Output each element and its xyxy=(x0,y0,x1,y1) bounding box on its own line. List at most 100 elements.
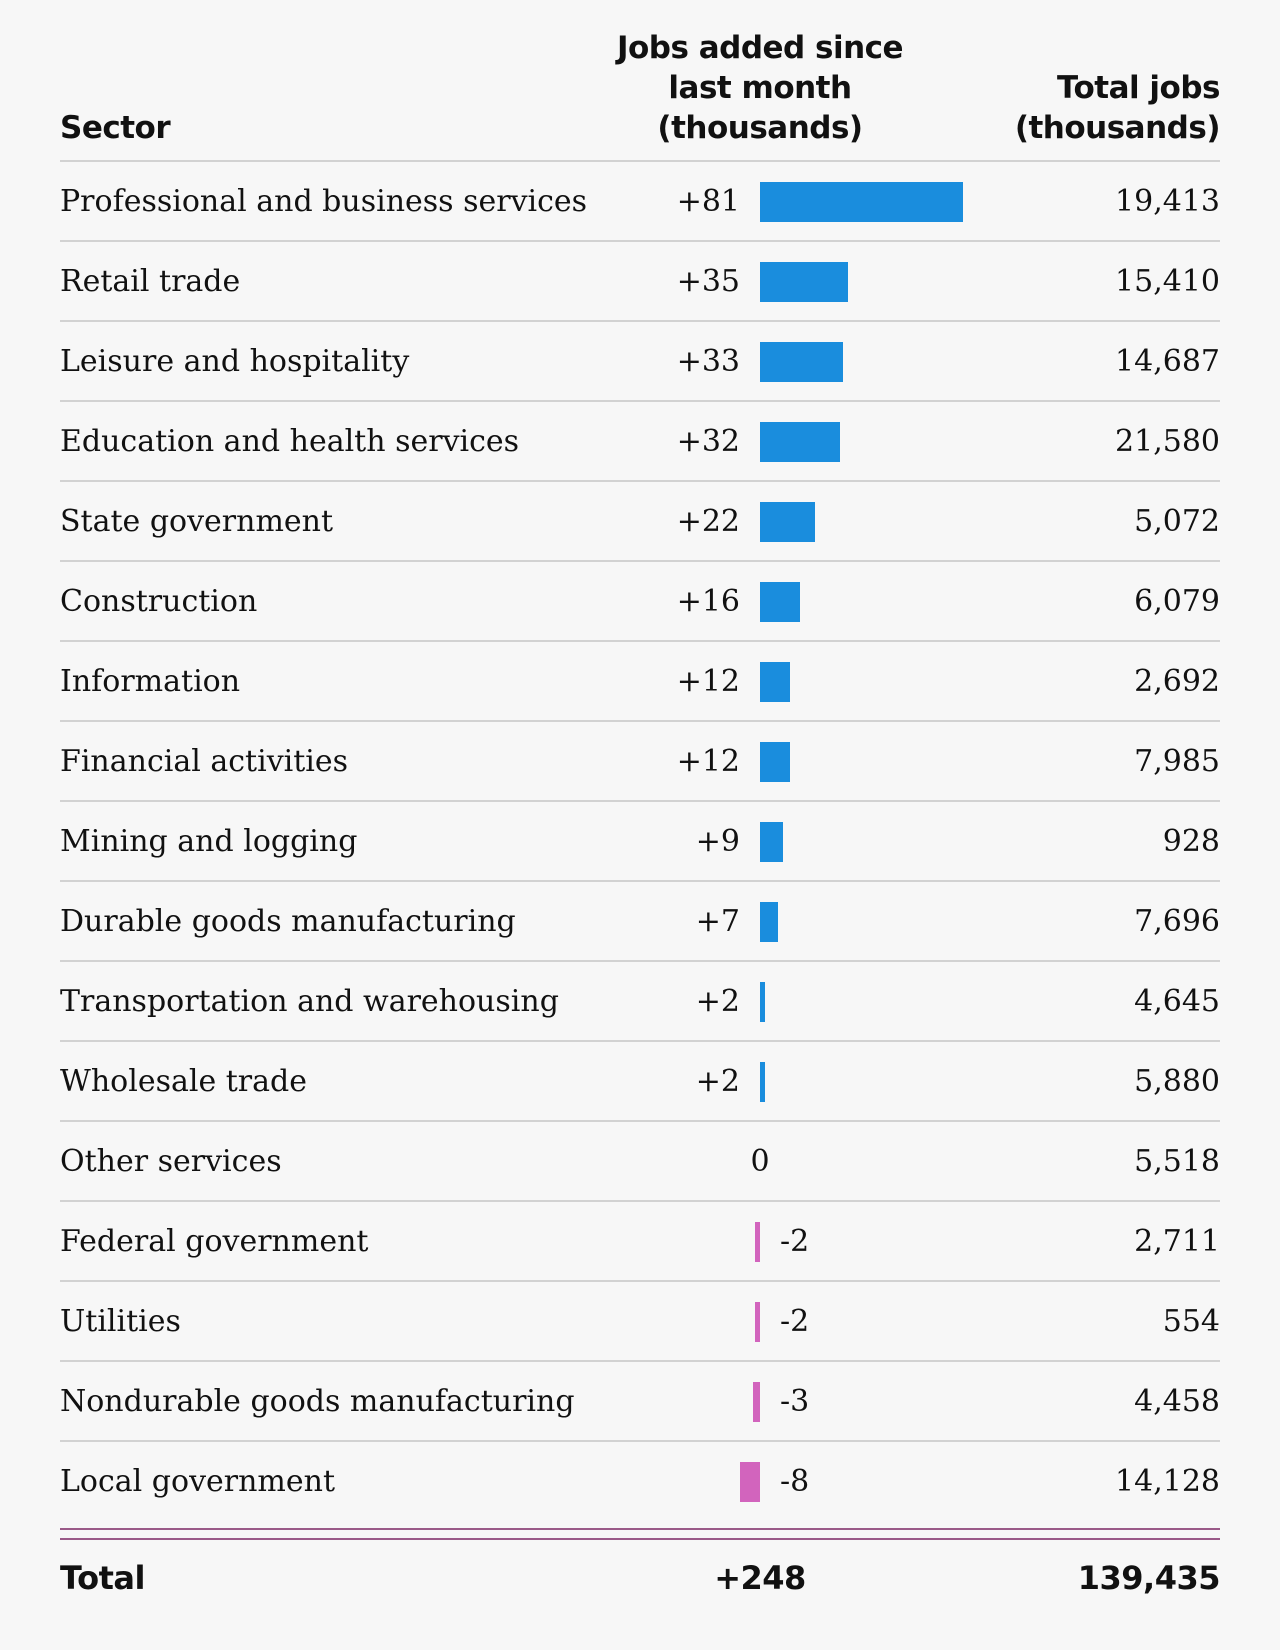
jobs-added-bar xyxy=(760,582,800,622)
table-row: Wholesale trade +2 5,880 xyxy=(0,1042,1280,1122)
row-divider xyxy=(60,400,1220,402)
total-jobs-value: 4,458 xyxy=(1134,1384,1220,1419)
sector-name: Federal government xyxy=(60,1224,369,1259)
sector-name: Mining and logging xyxy=(60,824,358,859)
sector-name: Leisure and hospitality xyxy=(60,344,410,379)
jobs-added-bar xyxy=(760,342,843,382)
total-jobs-added: +248 xyxy=(714,1559,806,1597)
jobs-added-bar xyxy=(760,662,790,702)
total-jobs-value: 928 xyxy=(1162,824,1220,859)
jobs-added-bar xyxy=(760,902,778,942)
total-jobs-value: 7,985 xyxy=(1134,744,1220,779)
sector-name: Professional and business services xyxy=(60,184,588,219)
jobs-added-bar xyxy=(760,182,963,222)
table-row: Construction +16 6,079 xyxy=(0,562,1280,642)
row-divider xyxy=(60,1200,1220,1202)
sector-name: Local government xyxy=(60,1464,336,1499)
table-row: Utilities -2 554 xyxy=(0,1282,1280,1362)
sector-name: Education and health services xyxy=(60,424,520,459)
row-divider xyxy=(60,480,1220,482)
jobs-added-label: +2 xyxy=(695,1064,740,1099)
row-divider xyxy=(60,880,1220,882)
jobs-added-label: -2 xyxy=(780,1224,810,1259)
sector-name: Durable goods manufacturing xyxy=(60,904,516,939)
sector-name: Transportation and warehousing xyxy=(60,984,559,1019)
jobs-added-label: +12 xyxy=(676,744,740,779)
sector-name: Construction xyxy=(60,584,258,619)
total-jobs-value: 7,696 xyxy=(1134,904,1220,939)
table-row: Local government -8 14,128 xyxy=(0,1442,1280,1522)
header-jobs-added: Jobs added since last month (thousands) xyxy=(616,30,904,146)
total-label: Total xyxy=(60,1559,145,1597)
total-jobs-value: 4,645 xyxy=(1134,984,1220,1019)
row-divider xyxy=(60,800,1220,802)
total-jobs-value: 19,413 xyxy=(1115,184,1220,219)
row-divider xyxy=(60,640,1220,642)
jobs-added-bar xyxy=(760,982,765,1022)
jobs-added-label: +81 xyxy=(676,184,740,219)
total-jobs-value: 5,518 xyxy=(1134,1144,1220,1179)
table-row: State government +22 5,072 xyxy=(0,482,1280,562)
total-jobs-value: 2,711 xyxy=(1134,1224,1220,1259)
total-jobs-total: 139,435 xyxy=(1077,1559,1221,1597)
table-row: Retail trade +35 15,410 xyxy=(0,242,1280,322)
total-jobs-value: 5,880 xyxy=(1134,1064,1220,1099)
total-jobs-value: 14,128 xyxy=(1115,1464,1220,1499)
table-row: Mining and logging +9 928 xyxy=(0,802,1280,882)
sector-name: Utilities xyxy=(60,1304,181,1339)
table-row: Information +12 2,692 xyxy=(0,642,1280,722)
jobs-added-label: -8 xyxy=(780,1464,810,1499)
jobs-added-label: +2 xyxy=(695,984,740,1019)
total-jobs-value: 554 xyxy=(1162,1304,1220,1339)
table-row: Leisure and hospitality +33 14,687 xyxy=(0,322,1280,402)
sector-name: Nondurable goods manufacturing xyxy=(60,1384,575,1419)
row-divider xyxy=(60,1440,1220,1442)
jobs-added-label: +7 xyxy=(695,904,740,939)
total-jobs-value: 5,072 xyxy=(1134,504,1220,539)
jobs-added-bar xyxy=(760,1062,765,1102)
header-sector: Sector xyxy=(60,110,171,146)
row-divider xyxy=(60,1040,1220,1042)
jobs-added-bar xyxy=(760,742,790,782)
row-divider xyxy=(60,560,1220,562)
jobs-added-label: -3 xyxy=(780,1384,810,1419)
table-row: Nondurable goods manufacturing -3 4,458 xyxy=(0,1362,1280,1442)
jobs-added-label: +35 xyxy=(676,264,740,299)
jobs-added-label: -2 xyxy=(780,1304,810,1339)
jobs-added-bar xyxy=(760,262,848,302)
total-jobs-value: 21,580 xyxy=(1115,424,1220,459)
sector-name: State government xyxy=(60,504,334,539)
sector-name: Information xyxy=(60,664,241,699)
jobs-added-label: +33 xyxy=(676,344,740,379)
sector-name: Financial activities xyxy=(60,744,349,779)
jobs-added-label: +12 xyxy=(676,664,740,699)
jobs-lost-bar xyxy=(755,1222,760,1262)
jobs-added-label: 0 xyxy=(750,1144,770,1179)
table-row: Other services 0 5,518 xyxy=(0,1122,1280,1202)
row-divider xyxy=(60,720,1220,722)
jobs-lost-bar xyxy=(752,1382,760,1422)
table-row: Transportation and warehousing +2 4,645 xyxy=(0,962,1280,1042)
row-divider xyxy=(60,960,1220,962)
sector-name: Retail trade xyxy=(60,264,241,299)
table-row: Financial activities +12 7,985 xyxy=(0,722,1280,802)
row-divider xyxy=(60,160,1220,162)
header-total-jobs: Total jobs (thousands) xyxy=(1014,70,1221,146)
row-divider xyxy=(60,1360,1220,1362)
total-jobs-value: 15,410 xyxy=(1115,264,1220,299)
jobs-added-bar xyxy=(760,502,815,542)
sector-name: Wholesale trade xyxy=(60,1064,307,1099)
jobs-added-label: +22 xyxy=(676,504,740,539)
row-divider xyxy=(60,1280,1220,1282)
row-divider xyxy=(60,240,1220,242)
total-rule-bottom xyxy=(60,1538,1220,1540)
jobs-added-bar xyxy=(760,822,783,862)
jobs-added-label: +32 xyxy=(676,424,740,459)
row-divider xyxy=(60,1120,1220,1122)
total-jobs-value: 6,079 xyxy=(1134,584,1220,619)
total-jobs-value: 14,687 xyxy=(1115,344,1220,379)
row-divider xyxy=(60,320,1220,322)
table-row: Durable goods manufacturing +7 7,696 xyxy=(0,882,1280,962)
table-row: Education and health services +32 21,580 xyxy=(0,402,1280,482)
